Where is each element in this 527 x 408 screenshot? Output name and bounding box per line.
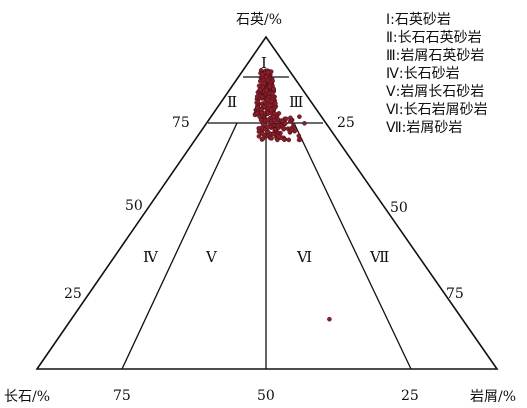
sample-point [255, 99, 261, 105]
legend-item-1: Ⅰ:石英砂岩 [386, 11, 451, 28]
sample-point [265, 77, 271, 83]
legend: Ⅰ:石英砂岩 Ⅱ:长石石英砂岩 Ⅲ:岩屑石英砂岩 Ⅳ:长石砂岩 Ⅴ:岩屑长石砂岩… [386, 11, 488, 136]
sample-point [265, 124, 270, 129]
right-tick-50: 50 [390, 200, 408, 216]
legend-item-6: Ⅵ:长石岩屑砂岩 [386, 102, 488, 118]
ternary-outer-triangle [35, 35, 499, 370]
zone-label-3: Ⅲ [289, 93, 303, 111]
sample-point [265, 97, 271, 103]
sample-point [283, 116, 289, 122]
divider-ratio-75 [121, 122, 238, 370]
sample-point [265, 110, 271, 116]
sample-point [255, 105, 261, 111]
legend-item-7: Ⅶ:岩屑砂岩 [386, 120, 462, 136]
zone-label-4: Ⅳ [143, 248, 159, 266]
sample-point [269, 136, 274, 141]
sample-point [272, 127, 278, 132]
sample-point [288, 115, 293, 121]
sample-point [259, 130, 265, 136]
zone-label-6: Ⅵ [296, 248, 312, 266]
vertex-label-quartz: 石英/% [236, 11, 282, 28]
vertex-label-lithic: 岩屑/% [470, 389, 516, 405]
sample-point [281, 137, 287, 142]
sample-point [260, 72, 265, 77]
sample-point [302, 121, 307, 126]
sample-point [257, 87, 263, 93]
sample-point [271, 86, 277, 92]
sample-point [296, 133, 302, 139]
bottom-tick-75: 75 [113, 388, 131, 404]
sample-point [283, 121, 288, 126]
left-tick-50: 50 [125, 198, 143, 214]
sample-point [268, 107, 274, 113]
legend-item-3: Ⅲ:岩屑石英砂岩 [386, 47, 484, 64]
sample-point [261, 81, 267, 86]
sample-point [275, 123, 281, 129]
right-tick-25: 25 [337, 115, 355, 131]
legend-item-4: Ⅳ:长石砂岩 [386, 66, 460, 82]
sample-point [265, 70, 271, 75]
left-tick-25: 25 [64, 286, 82, 302]
sample-point [259, 125, 265, 130]
sample-point [259, 94, 265, 100]
sample-point [267, 84, 272, 90]
sample-point [257, 114, 262, 119]
zone-label-1: Ⅰ [261, 54, 267, 72]
sample-point [261, 104, 267, 109]
legend-item-5: Ⅴ:岩屑长石砂岩 [386, 84, 484, 100]
zone-label-5: Ⅴ [205, 248, 218, 266]
zone-label-7: Ⅶ [369, 248, 389, 266]
sample-point [276, 134, 282, 139]
sample-point [297, 114, 302, 119]
right-tick-75: 75 [446, 286, 464, 302]
sample-point [281, 126, 287, 131]
legend-item-2: Ⅱ:长石石英砂岩 [386, 29, 482, 46]
bottom-tick-25: 25 [401, 388, 419, 404]
zone-label-2: Ⅱ [227, 93, 237, 111]
sample-point [256, 83, 262, 89]
sample-point [259, 117, 264, 123]
sample-point [289, 127, 295, 133]
sample-point [263, 87, 269, 93]
sample-point [327, 316, 332, 322]
left-tick-75: 75 [172, 115, 190, 131]
vertex-label-feldspar: 长石/% [4, 389, 50, 405]
sample-point [286, 137, 292, 143]
sample-point [270, 91, 275, 96]
sample-point [254, 111, 260, 116]
sample-point [276, 111, 282, 116]
sample-point [296, 137, 302, 143]
sample-points [252, 68, 332, 322]
sample-point [260, 136, 266, 141]
sample-point [256, 133, 262, 139]
divider-ratio-25 [293, 122, 412, 370]
sample-point [271, 117, 277, 123]
bottom-tick-50: 50 [257, 388, 275, 404]
sample-point [272, 111, 278, 116]
sample-point [273, 101, 278, 106]
